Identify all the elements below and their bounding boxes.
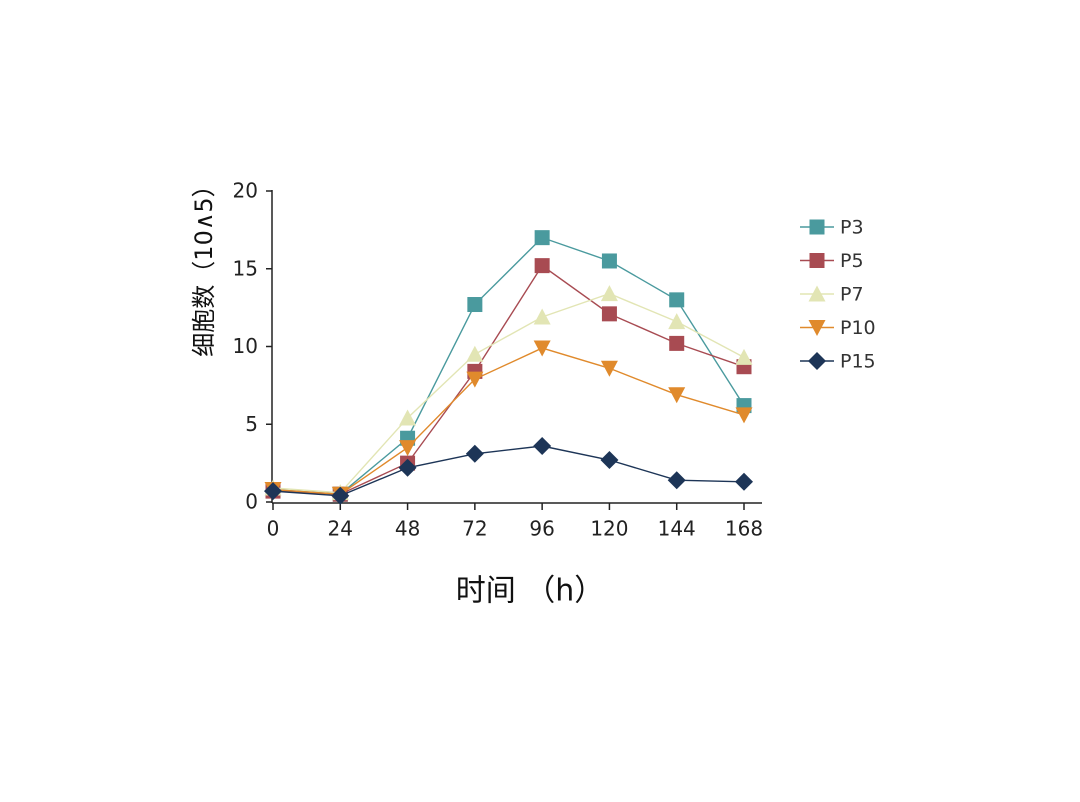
legend-label: P5 — [840, 250, 864, 272]
legend-marker — [808, 320, 826, 336]
data-point — [533, 308, 551, 325]
series-line — [272, 264, 745, 495]
series-layer — [264, 230, 753, 505]
x-axis-title: 时间 （h） — [456, 574, 605, 609]
data-point — [466, 371, 484, 388]
data-point — [735, 348, 753, 365]
legend-marker — [808, 352, 826, 370]
legend-item-p5: P5 — [800, 250, 864, 272]
x-tick-label: 168 — [725, 517, 763, 541]
data-point — [399, 409, 417, 426]
x-tick-label: 24 — [328, 517, 353, 541]
data-point — [668, 313, 686, 330]
x-tick-label: 0 — [267, 517, 280, 541]
data-point — [534, 258, 550, 274]
series-line — [272, 347, 745, 495]
legend-label: P3 — [840, 217, 864, 239]
y-axis-title: 细胞数（10∧5） — [190, 173, 218, 356]
series-p3 — [265, 230, 752, 502]
legend-item-p10: P10 — [800, 317, 876, 339]
legend: P3 P5 P7 P10 P15 — [800, 217, 876, 373]
series-p10 — [264, 340, 753, 503]
legend-label: P7 — [840, 284, 864, 306]
data-point — [735, 407, 753, 424]
data-point — [600, 360, 618, 377]
data-point — [669, 335, 685, 351]
x-tick-label: 96 — [529, 517, 554, 541]
legend-item-p7: P7 — [800, 284, 864, 306]
data-point — [466, 345, 484, 362]
legend-label: P15 — [840, 351, 876, 373]
data-point — [399, 440, 417, 457]
data-point — [534, 230, 550, 246]
y-tick-label: 20 — [233, 179, 258, 203]
y-tick-label: 10 — [233, 334, 258, 358]
y-ticks: 0 5 10 15 20 — [233, 179, 272, 514]
x-tick-label: 144 — [658, 517, 696, 541]
x-ticks: 0 24 48 72 96 120 144 168 — [267, 503, 763, 541]
data-point — [667, 471, 686, 490]
legend-item-p15: P15 — [800, 351, 876, 373]
y-tick-label: 5 — [245, 412, 258, 436]
series-line — [272, 445, 745, 497]
series-line — [272, 236, 745, 495]
data-point — [533, 340, 551, 357]
legend-label: P10 — [840, 317, 876, 339]
data-point — [467, 297, 483, 313]
legend-marker — [809, 253, 825, 268]
data-point — [264, 482, 282, 501]
data-point — [601, 253, 617, 269]
data-point — [601, 306, 617, 322]
legend-marker — [809, 219, 825, 235]
y-tick-label: 15 — [233, 256, 258, 280]
legend-item-p3: P3 — [800, 217, 864, 239]
y-tick-label: 0 — [245, 490, 258, 514]
series-line — [272, 292, 745, 494]
axes — [271, 190, 762, 504]
data-point — [398, 458, 417, 477]
data-point — [735, 472, 753, 491]
data-point — [668, 387, 686, 404]
data-point — [669, 292, 685, 308]
legend-marker — [808, 285, 826, 302]
series-p15 — [264, 437, 753, 505]
x-tick-label: 72 — [462, 517, 487, 541]
data-point — [331, 486, 350, 505]
x-tick-label: 120 — [590, 517, 628, 541]
data-point — [533, 437, 552, 456]
data-point — [600, 285, 618, 302]
data-point — [600, 451, 619, 470]
data-point — [465, 444, 484, 463]
x-tick-label: 48 — [395, 517, 420, 541]
